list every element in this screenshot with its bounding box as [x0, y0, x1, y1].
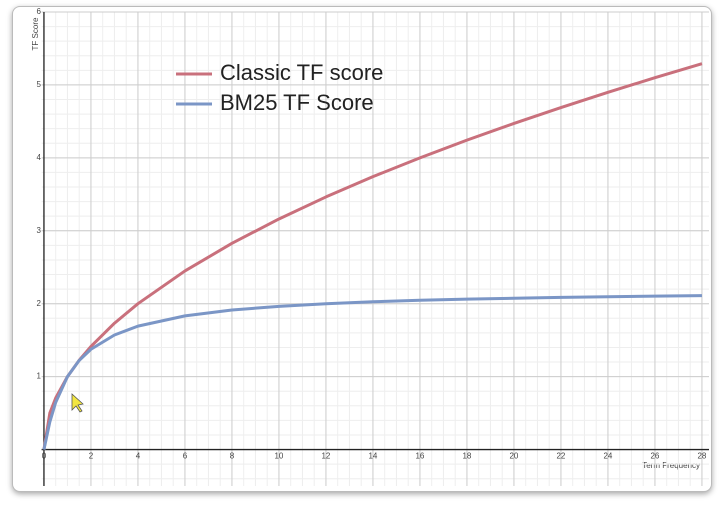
- x-tick-label: 24: [603, 452, 612, 461]
- y-tick-label: 4: [36, 153, 41, 162]
- x-tick-label: 8: [230, 452, 235, 461]
- x-tick-label: 10: [274, 452, 283, 461]
- y-tick-label: 3: [36, 226, 41, 235]
- y-tick-label: 6: [36, 7, 41, 16]
- legend-text: Classic TF score: [220, 60, 383, 85]
- x-tick-label: 22: [556, 452, 565, 461]
- x-tick-label: 20: [509, 452, 518, 461]
- x-tick-label: 16: [415, 452, 424, 461]
- y-tick-label: 5: [36, 80, 41, 89]
- x-tick-label: 26: [650, 452, 659, 461]
- cursor: [71, 393, 84, 413]
- x-tick-label: 18: [462, 452, 471, 461]
- x-tick-label: 4: [136, 452, 141, 461]
- x-tick-label: 28: [697, 452, 706, 461]
- y-axis-label: TF Score: [31, 17, 40, 50]
- chart-frame: [12, 6, 712, 492]
- legend-text: BM25 TF Score: [220, 90, 374, 115]
- y-tick-label: 1: [36, 372, 41, 381]
- x-tick-label: 14: [368, 452, 377, 461]
- x-tick-label: 2: [89, 452, 94, 461]
- x-tick-label: 6: [183, 452, 188, 461]
- y-tick-label: 2: [36, 299, 41, 308]
- series-line: [42, 294, 702, 450]
- x-axis-label: Term Frequency: [642, 461, 700, 470]
- x-tick-label: 12: [321, 452, 330, 461]
